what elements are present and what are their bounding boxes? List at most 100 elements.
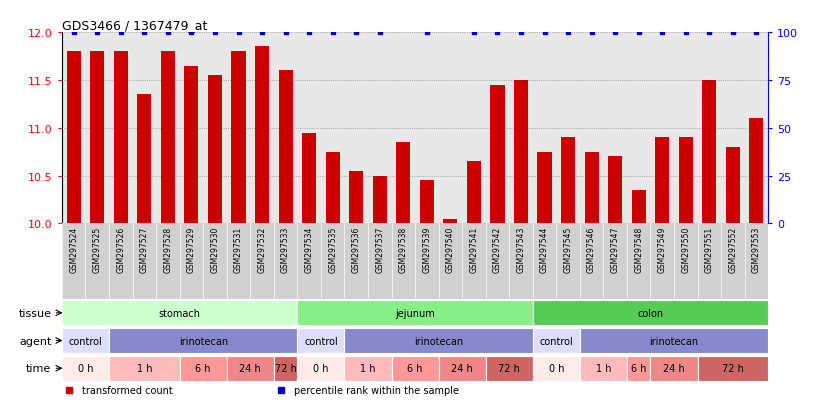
Text: jejunum: jejunum	[395, 308, 435, 318]
Text: GSM297531: GSM297531	[234, 226, 243, 272]
Text: 0 h: 0 h	[548, 363, 564, 373]
Bar	[444, 219, 458, 224]
Text: control: control	[69, 336, 102, 346]
Bar	[297, 301, 533, 325]
Text: 24 h: 24 h	[240, 363, 261, 373]
Text: GSM297537: GSM297537	[375, 226, 384, 273]
Text: 72 h: 72 h	[722, 363, 743, 373]
Text: 6 h: 6 h	[631, 363, 647, 373]
Text: GSM297549: GSM297549	[657, 226, 667, 273]
Text: GSM297534: GSM297534	[305, 226, 314, 273]
Text: GSM297551: GSM297551	[705, 226, 714, 272]
Bar	[392, 356, 439, 381]
Bar	[325, 152, 339, 224]
Text: 6 h: 6 h	[196, 363, 211, 373]
Text: 72 h: 72 h	[498, 363, 520, 373]
Bar	[297, 328, 344, 353]
Text: 1 h: 1 h	[136, 363, 152, 373]
Text: GSM297532: GSM297532	[258, 226, 267, 272]
Text: GSM297541: GSM297541	[469, 226, 478, 272]
Bar	[109, 328, 297, 353]
Bar	[697, 356, 768, 381]
Text: 6 h: 6 h	[407, 363, 423, 373]
Text: GSM297528: GSM297528	[164, 226, 173, 272]
Bar	[344, 328, 533, 353]
Bar	[420, 181, 434, 224]
Text: GSM297550: GSM297550	[681, 226, 691, 273]
Bar	[679, 138, 693, 224]
Bar	[561, 138, 575, 224]
Bar	[467, 162, 481, 224]
Text: GSM297540: GSM297540	[446, 226, 455, 273]
Text: 0 h: 0 h	[313, 363, 329, 373]
Text: GSM297524: GSM297524	[69, 226, 78, 272]
Bar	[533, 301, 768, 325]
Text: GSM297529: GSM297529	[187, 226, 196, 272]
Bar	[726, 147, 740, 224]
Text: control: control	[304, 336, 338, 346]
Bar	[226, 356, 274, 381]
Text: GSM297552: GSM297552	[729, 226, 738, 272]
Text: 0 h: 0 h	[78, 363, 93, 373]
Text: GSM297547: GSM297547	[610, 226, 620, 273]
Bar	[580, 328, 768, 353]
Bar	[109, 356, 180, 381]
Bar	[180, 356, 226, 381]
Text: irinotecan: irinotecan	[178, 336, 228, 346]
Text: GSM297525: GSM297525	[93, 226, 102, 272]
Bar	[67, 52, 81, 224]
Bar	[62, 356, 109, 381]
Text: irinotecan: irinotecan	[414, 336, 463, 346]
Text: 1 h: 1 h	[360, 363, 376, 373]
Bar	[439, 356, 486, 381]
Text: GSM297527: GSM297527	[140, 226, 149, 272]
Bar	[90, 52, 104, 224]
Bar	[344, 356, 392, 381]
Text: control: control	[539, 336, 573, 346]
Bar	[651, 356, 697, 381]
Bar	[608, 157, 622, 224]
Bar	[208, 76, 222, 224]
Bar	[274, 356, 297, 381]
Bar	[137, 95, 151, 224]
Text: GSM297545: GSM297545	[563, 226, 572, 273]
Bar	[514, 81, 528, 224]
Bar	[349, 171, 363, 224]
Text: agent: agent	[19, 336, 51, 346]
Bar	[161, 52, 175, 224]
Text: GSM297526: GSM297526	[116, 226, 126, 272]
Bar	[655, 138, 669, 224]
Bar	[749, 119, 763, 224]
Bar	[278, 71, 292, 224]
Bar	[627, 356, 651, 381]
Text: GSM297544: GSM297544	[540, 226, 549, 273]
Text: GSM297546: GSM297546	[587, 226, 596, 273]
Text: GSM297535: GSM297535	[328, 226, 337, 273]
Text: GSM297542: GSM297542	[493, 226, 502, 272]
Text: colon: colon	[638, 308, 663, 318]
Bar	[396, 143, 411, 224]
Bar	[373, 176, 387, 224]
Text: 72 h: 72 h	[275, 363, 297, 373]
Bar	[538, 152, 552, 224]
Text: GSM297533: GSM297533	[281, 226, 290, 273]
Text: GSM297553: GSM297553	[752, 226, 761, 273]
Bar	[114, 52, 128, 224]
Bar	[302, 133, 316, 224]
Bar	[702, 81, 716, 224]
Bar	[585, 152, 599, 224]
Text: stomach: stomach	[159, 308, 201, 318]
Bar	[231, 52, 245, 224]
Bar	[62, 328, 109, 353]
Text: transformed count: transformed count	[82, 385, 173, 395]
Bar	[580, 356, 627, 381]
Text: GSM297543: GSM297543	[516, 226, 525, 273]
Text: percentile rank within the sample: percentile rank within the sample	[293, 385, 458, 395]
Bar	[491, 85, 505, 224]
Text: GSM297538: GSM297538	[399, 226, 408, 272]
Text: GSM297539: GSM297539	[422, 226, 431, 273]
Bar	[184, 66, 198, 224]
Text: GDS3466 / 1367479_at: GDS3466 / 1367479_at	[62, 19, 207, 32]
Text: GSM297536: GSM297536	[352, 226, 361, 273]
Text: time: time	[26, 363, 51, 373]
